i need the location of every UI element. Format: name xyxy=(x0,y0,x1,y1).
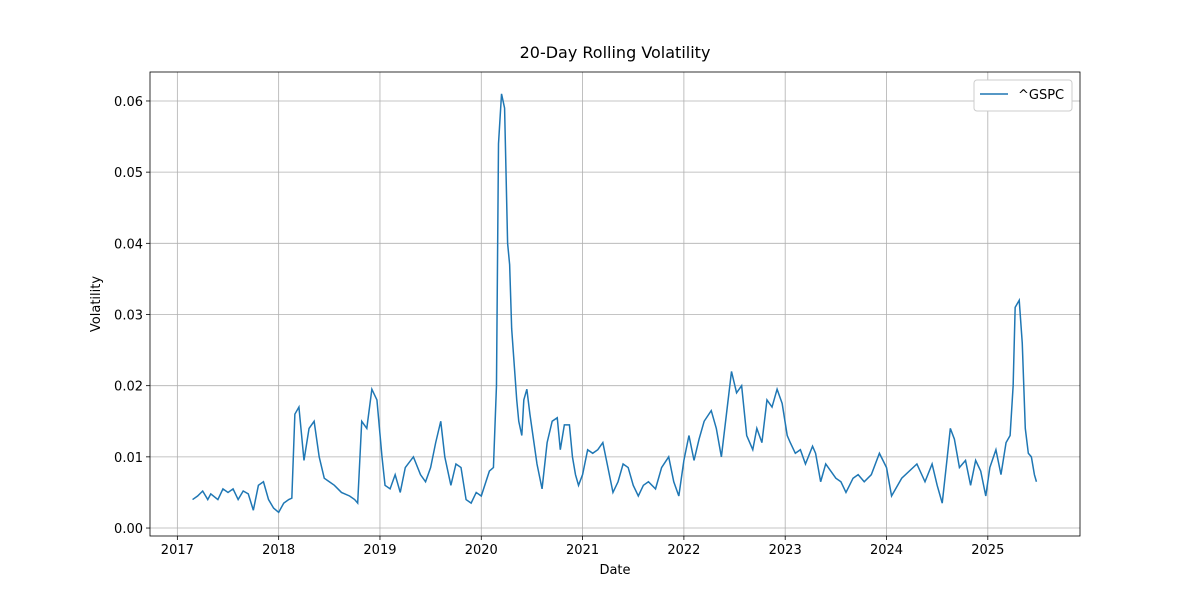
data-line xyxy=(192,93,1038,514)
y-tick-label: 0.03 xyxy=(114,308,143,323)
x-tick-label: 2023 xyxy=(769,543,802,558)
chart-title: 20-Day Rolling Volatility xyxy=(520,43,711,62)
y-tick-label: 0.02 xyxy=(114,380,143,395)
y-tick-label: 0.06 xyxy=(114,95,143,110)
x-tick-label: 2024 xyxy=(870,543,903,558)
x-tick-label: 2018 xyxy=(262,543,295,558)
x-tick-label: 2020 xyxy=(465,543,498,558)
y-axis-label: Volatility xyxy=(89,276,104,332)
legend-label: ^GSPC xyxy=(1018,88,1064,103)
x-tick-label: 2025 xyxy=(971,543,1004,558)
legend: ^GSPC xyxy=(973,79,1073,112)
legend-box xyxy=(973,79,1073,112)
y-tick-label: 0.01 xyxy=(114,451,143,466)
y-tick-label: 0.00 xyxy=(114,522,143,537)
y-tick-label: 0.04 xyxy=(114,237,143,252)
y-tick-label: 0.05 xyxy=(114,166,143,181)
x-tick-label: 2019 xyxy=(363,543,396,558)
x-tick-label: 2021 xyxy=(566,543,599,558)
x-axis-label: Date xyxy=(599,563,630,578)
x-tick-label: 2017 xyxy=(161,543,194,558)
x-tick-label: 2022 xyxy=(667,543,700,558)
plot-frame xyxy=(149,71,1081,537)
